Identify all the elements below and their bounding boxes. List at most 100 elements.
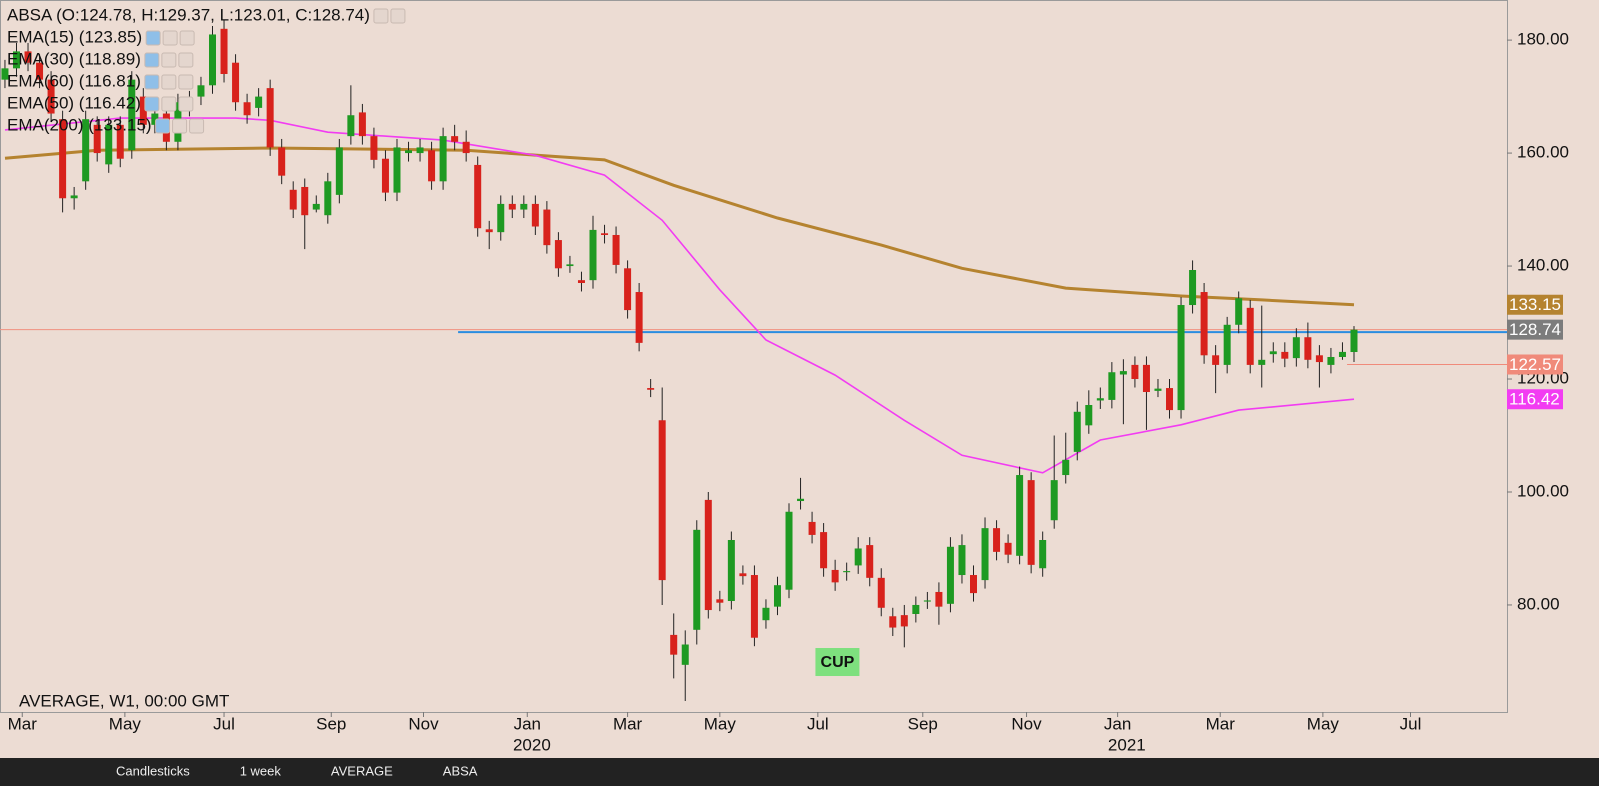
candle-body xyxy=(47,79,55,114)
toolbar-item: 1 week xyxy=(240,763,282,778)
candle-body xyxy=(209,34,217,86)
candle-body xyxy=(266,88,274,148)
candle-body xyxy=(220,28,228,74)
candle-body xyxy=(797,498,805,502)
y-tick-label: 160.00 xyxy=(1517,143,1569,162)
candle-body xyxy=(543,209,551,246)
legend-entry: EMA(60) (116.81) xyxy=(7,71,141,90)
candle-body xyxy=(128,79,136,151)
candle-body xyxy=(1108,372,1116,400)
candle-body xyxy=(232,62,240,103)
candle-body xyxy=(1096,398,1104,401)
x-tick-label: Jul xyxy=(1400,714,1422,733)
x-tick-label: May xyxy=(1307,714,1340,733)
candle-body xyxy=(750,575,758,638)
toolbar-item: AVERAGE xyxy=(331,763,393,778)
candle-body xyxy=(508,203,516,210)
candle-body xyxy=(520,203,528,210)
candle-body xyxy=(1338,351,1346,357)
candle-body xyxy=(1073,411,1081,452)
legend-icon xyxy=(172,118,188,134)
candle-body xyxy=(1223,324,1231,365)
x-tick-label: May xyxy=(704,714,737,733)
price-badge-label: 122.57 xyxy=(1509,355,1561,374)
candle-body xyxy=(969,575,977,594)
candle-body xyxy=(1258,359,1266,365)
legend-icon xyxy=(145,30,161,46)
x-tick-label: Jul xyxy=(213,714,235,733)
legend-icon xyxy=(161,52,177,68)
legend-icon xyxy=(144,96,160,112)
legend-entry: EMA(30) (118.89) xyxy=(7,49,141,68)
candle-body xyxy=(1166,388,1174,411)
candle-body xyxy=(1189,270,1197,306)
x-tick-label: Sep xyxy=(316,714,346,733)
candle-body xyxy=(139,96,147,125)
x-tick-label: Sep xyxy=(908,714,938,733)
candle-body xyxy=(1154,388,1162,391)
x-tick-label: May xyxy=(109,714,142,733)
candle-body xyxy=(566,264,574,267)
price-badge xyxy=(1507,354,1563,375)
candle-body xyxy=(1,68,9,80)
candle-body xyxy=(1131,364,1139,380)
candle-body xyxy=(877,577,885,608)
candle-body xyxy=(1200,292,1208,356)
candle-body xyxy=(335,147,343,195)
candle-body xyxy=(1246,307,1254,365)
candle-body xyxy=(601,233,609,235)
candle-body xyxy=(93,124,101,154)
candle-body xyxy=(612,234,620,265)
candle-body xyxy=(12,51,20,69)
price-badge xyxy=(1507,294,1563,315)
candle-body xyxy=(1350,329,1358,353)
candle-body xyxy=(866,545,874,578)
x-tick-label: Mar xyxy=(613,714,643,733)
candle-body xyxy=(577,280,585,283)
candle-body xyxy=(474,164,482,229)
candle-body xyxy=(393,147,401,193)
candle-body xyxy=(589,229,597,281)
price-badge xyxy=(1507,319,1563,340)
candle-body xyxy=(1177,305,1185,411)
candle-body xyxy=(312,203,320,210)
candle-body xyxy=(762,607,770,621)
candle-body xyxy=(739,573,747,577)
candle-body xyxy=(324,181,332,216)
price-badge-label: 133.15 xyxy=(1509,295,1561,314)
candle-body xyxy=(485,229,493,233)
y-tick-label: 180.00 xyxy=(1517,30,1569,49)
candle-body xyxy=(1327,356,1335,365)
legend-icon xyxy=(161,96,177,112)
candle-body xyxy=(151,113,159,125)
candle-body xyxy=(82,119,90,182)
x-tick-label: Nov xyxy=(408,714,439,733)
year-label: 2021 xyxy=(1108,735,1146,754)
candle-body xyxy=(289,189,297,210)
candle-body xyxy=(1085,405,1093,426)
candle-body xyxy=(36,62,44,80)
candle-body xyxy=(1281,351,1289,359)
candle-body xyxy=(358,112,366,137)
plot xyxy=(0,20,1507,701)
x-tick-label: Mar xyxy=(1206,714,1236,733)
candle-body xyxy=(635,292,643,343)
candle-body xyxy=(301,186,309,216)
candle-body xyxy=(278,147,286,176)
legend-icon xyxy=(390,8,406,24)
x-tick-label: Jul xyxy=(807,714,829,733)
toolbar-item: Candlesticks xyxy=(116,763,190,778)
candle-body xyxy=(105,124,113,165)
candle-body xyxy=(405,150,413,154)
legend-icon xyxy=(189,118,205,134)
candle-body xyxy=(1292,337,1300,359)
candle-body xyxy=(1027,480,1035,565)
price-badge-label: 128.74 xyxy=(1509,320,1561,339)
candle-body xyxy=(854,548,862,566)
candle-body xyxy=(923,600,931,602)
candle-body xyxy=(658,420,666,581)
legend-icon xyxy=(178,52,194,68)
candle-body xyxy=(647,388,655,390)
price-badge xyxy=(1507,389,1563,410)
candle-body xyxy=(1315,355,1323,363)
